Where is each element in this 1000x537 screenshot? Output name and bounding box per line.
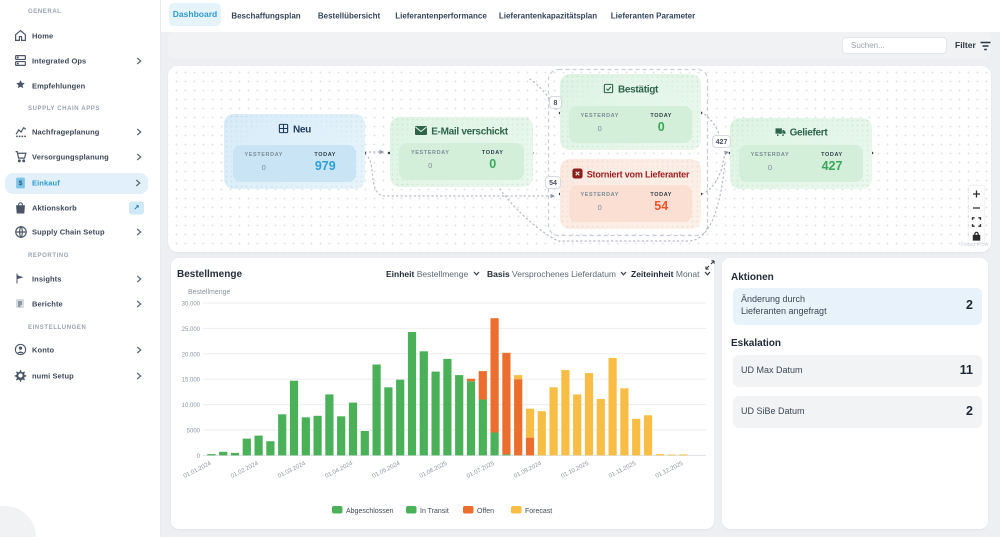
svg-text:15.000: 15.000 bbox=[182, 378, 201, 384]
svg-text:01.04.2024: 01.04.2024 bbox=[324, 461, 354, 480]
svg-text:5000: 5000 bbox=[187, 429, 201, 435]
svg-text:20.000: 20.000 bbox=[182, 352, 201, 358]
svg-text:01.01.2024: 01.01.2024 bbox=[183, 461, 213, 480]
svg-text:$: $ bbox=[19, 180, 23, 187]
svg-text:01.11.2025: 01.11.2025 bbox=[608, 461, 638, 480]
svg-text:Offen: Offen bbox=[477, 508, 494, 515]
svg-text:01.09.2024: 01.09.2024 bbox=[513, 461, 543, 480]
svg-text:Forecast: Forecast bbox=[525, 508, 552, 515]
svg-text:0: 0 bbox=[197, 454, 201, 460]
svg-text:01.03.2024: 01.03.2024 bbox=[277, 461, 307, 480]
svg-text:01.10.2025: 01.10.2025 bbox=[560, 461, 590, 480]
svg-text:01.12.2025: 01.12.2025 bbox=[655, 461, 685, 480]
svg-text:Abgeschlossen: Abgeschlossen bbox=[346, 508, 394, 515]
svg-text:In Transit: In Transit bbox=[420, 508, 449, 515]
svg-text:10.000: 10.000 bbox=[182, 403, 201, 409]
svg-text:Bestellmenge: Bestellmenge bbox=[188, 289, 231, 296]
svg-text:01.02.2024: 01.02.2024 bbox=[230, 461, 260, 480]
svg-text:30.000: 30.000 bbox=[182, 302, 201, 308]
svg-text:01.07.2025: 01.07.2025 bbox=[466, 461, 496, 480]
svg-text:01.06.2025: 01.06.2025 bbox=[419, 461, 449, 480]
svg-text:25.000: 25.000 bbox=[182, 327, 201, 333]
svg-text:01.05.2024: 01.05.2024 bbox=[372, 461, 402, 480]
